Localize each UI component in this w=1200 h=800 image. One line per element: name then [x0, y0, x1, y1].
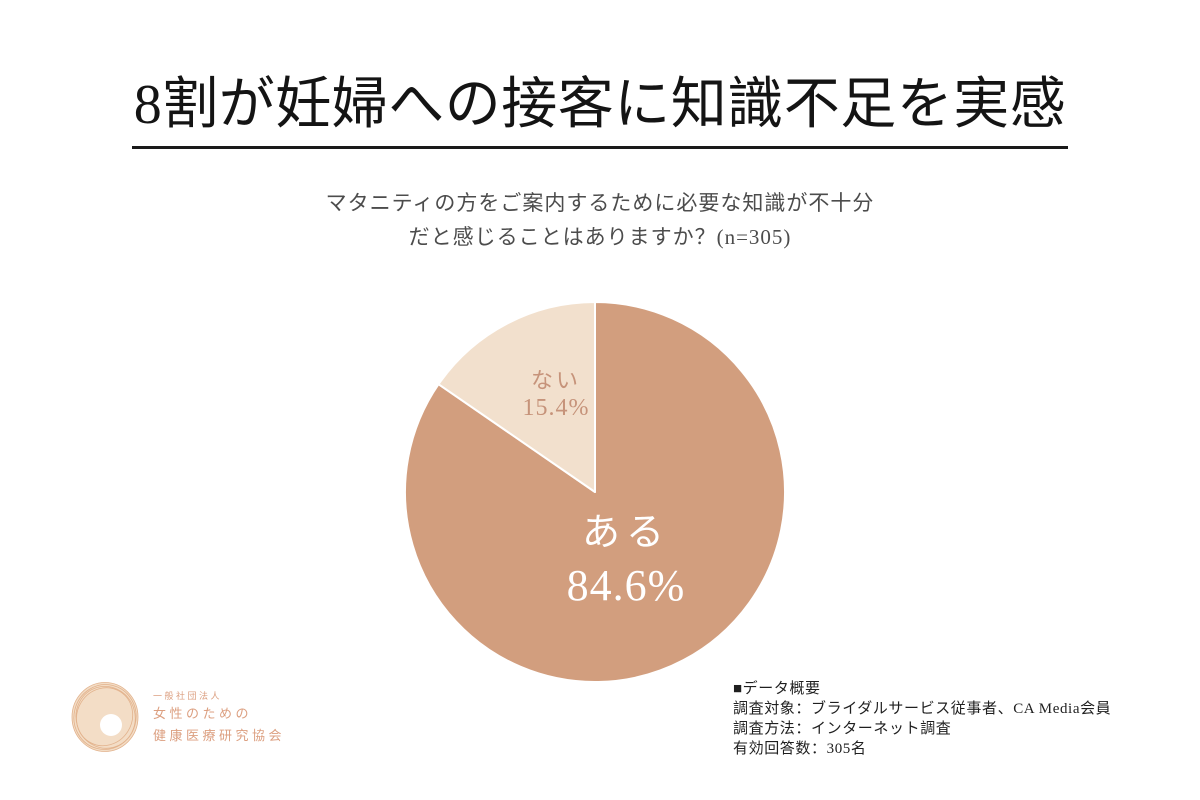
org-logo: 一般社団法人 女性のための 健康医療研究協会 — [70, 680, 285, 756]
page-title: 8割が妊婦への接客に知識不足を実感 — [131, 68, 1069, 149]
org-logo-circle-icon — [71, 682, 139, 752]
org-logo-line2: 女性のための — [153, 706, 253, 721]
data-summary: ■データ概要 調査対象：ブライダルサービス従事者、CA Media会員 調査方法… — [733, 679, 1111, 759]
org-logo-line3: 健康医療研究協会 — [153, 728, 286, 743]
pie-label-nai: ない 15.4% — [476, 368, 636, 422]
data-summary-line3: 有効回答数：305名 — [733, 741, 867, 757]
pie-slice-1 — [437, 301, 596, 493]
data-summary-heading: ■データ概要 — [733, 681, 821, 697]
pie-chart: ない 15.4% ある 84.6% — [395, 292, 795, 692]
pie-label-aru: ある 84.6% — [516, 510, 736, 612]
pie-label-aru-text: ある — [581, 512, 670, 554]
chart-question: マタニティの方をご案内するために必要な知識が不十分 だと感じることはありますか？… — [0, 186, 1200, 254]
org-logo-text: 一般社団法人 女性のための 健康医療研究協会 — [153, 689, 285, 747]
chart-question-line1: マタニティの方をご案内するために必要な知識が不十分 — [325, 191, 875, 215]
pie-label-nai-value: 15.4% — [522, 395, 590, 421]
data-summary-line1: 調査対象：ブライダルサービス従事者、CA Media会員 — [733, 701, 1112, 717]
pie-label-nai-text: ない — [530, 368, 581, 393]
pie-label-aru-value: 84.6% — [566, 561, 686, 610]
data-summary-line2: 調査方法：インターネット調査 — [733, 721, 952, 737]
title-block: 8割が妊婦への接客に知識不足を実感 — [0, 68, 1200, 149]
chart-question-line2: だと感じることはありますか？(n=305) — [408, 225, 792, 249]
org-logo-line1: 一般社団法人 — [153, 691, 223, 701]
pie-chart-svg — [404, 301, 787, 683]
